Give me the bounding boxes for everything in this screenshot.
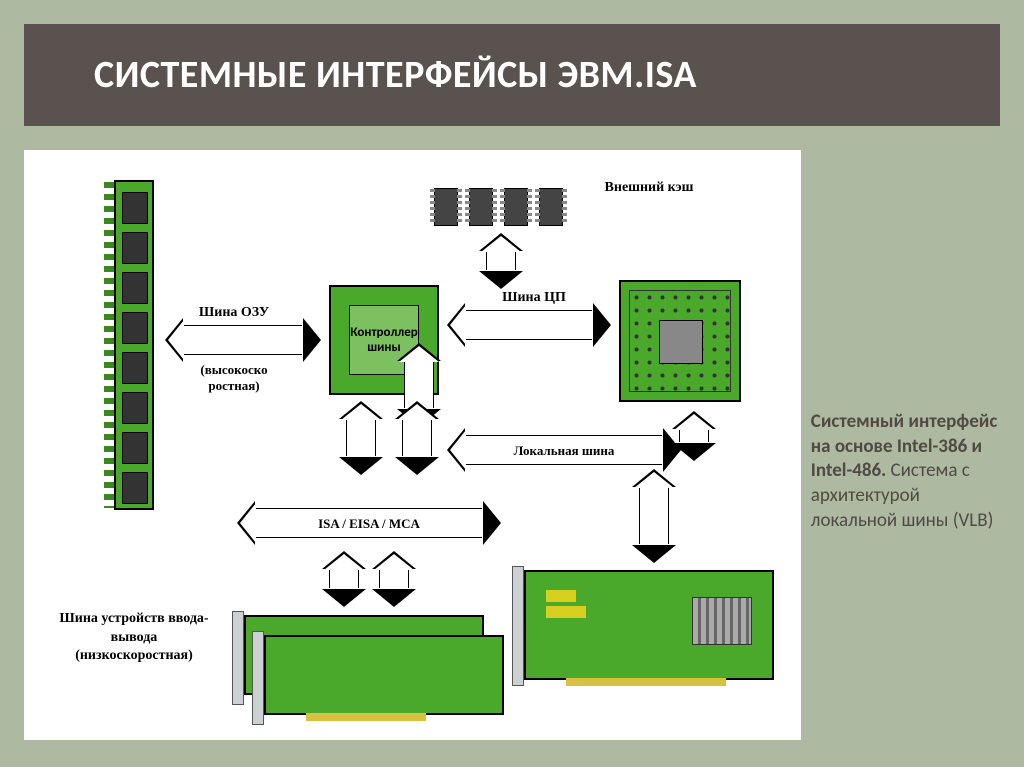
- ram-bus-sublabel: (высокоско ростная): [179, 362, 289, 394]
- cache-label: Внешний кэш: [604, 180, 694, 196]
- content-row: Контроллер шины Внешний кэш Шина ОЗУ (вы…: [24, 150, 1000, 740]
- io-bus-label: Шина устройств ввода-вывода: [49, 610, 219, 648]
- isa-bus-label: ISA / EISA / MCA: [274, 516, 464, 532]
- caption: Системный интерфейс на основе Intel-386 …: [811, 150, 1000, 740]
- title-bar: СИСТЕМНЫЕ ИНТЕРФЕЙСЫ ЭВМ.ISA: [24, 24, 1000, 126]
- cpu-chip: [619, 280, 741, 402]
- vlb-card: [524, 570, 784, 710]
- arrow-ram-bus: [182, 325, 304, 355]
- slide-title: СИСТЕМНЫЕ ИНТЕРФЕЙСЫ ЭВМ.ISA: [94, 52, 980, 98]
- io-card: [244, 615, 514, 715]
- arrow-ctl-isa-l: [346, 418, 376, 458]
- arrow-io-up-l: [329, 568, 359, 590]
- cpu-bus-label: Шина ЦП: [464, 290, 604, 306]
- io-bus-sublabel: (низкоскоростная): [49, 648, 219, 664]
- arrow-cpu-local: [679, 428, 709, 444]
- arrow-io-up-r: [379, 568, 409, 590]
- external-cache: [424, 178, 574, 238]
- arrow-cpu-bus: [464, 310, 594, 340]
- arrow-cache-cpu: [486, 250, 516, 272]
- ram-module: [114, 180, 154, 510]
- slide-frame: СИСТЕМНЫЕ ИНТЕРФЕЙСЫ ЭВМ.ISA Контроллер …: [0, 0, 1024, 767]
- arrow-vlb-up: [639, 486, 669, 546]
- ram-bus-label: Шина ОЗУ: [174, 305, 294, 321]
- arrow-ctl-isa-r: [402, 418, 432, 458]
- diagram: Контроллер шины Внешний кэш Шина ОЗУ (вы…: [24, 150, 801, 740]
- local-bus-label: Локальная шина: [469, 443, 659, 459]
